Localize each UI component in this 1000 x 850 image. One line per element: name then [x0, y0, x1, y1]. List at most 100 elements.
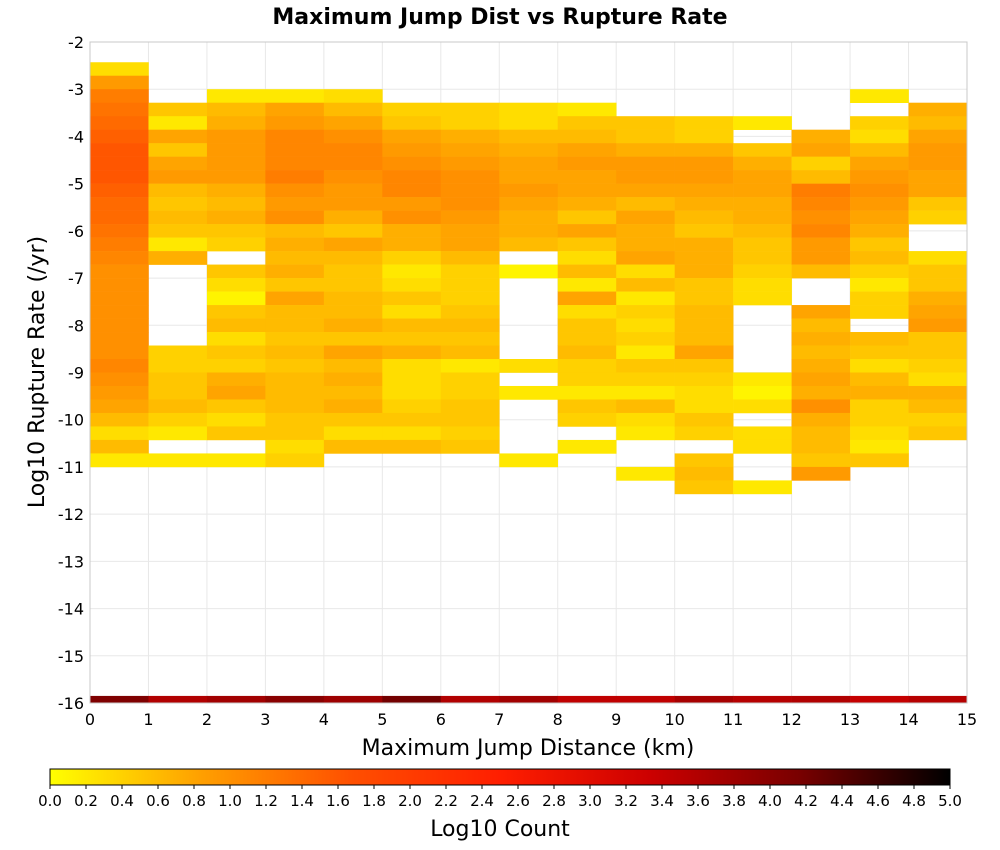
heatmap-cell: [674, 224, 734, 238]
heatmap-cell: [908, 183, 968, 198]
heatmap-cell: [323, 332, 383, 346]
colorbar-tick-label: 1.4: [290, 792, 314, 810]
heatmap-cell: [908, 278, 968, 292]
heatmap-cell: [557, 237, 617, 252]
heatmap-cell: [791, 305, 851, 319]
heatmap-cell: [265, 264, 325, 279]
heatmap-cell: [148, 359, 208, 373]
heatmap-cell: [733, 116, 792, 130]
heatmap-cell-bottom: [90, 695, 149, 703]
heatmap-cell: [908, 359, 968, 373]
heatmap-cell: [90, 345, 149, 360]
heatmap-cell: [440, 210, 500, 225]
heatmap-cell: [382, 102, 442, 117]
y-axis-ticks: -2 -3 -4 -5 -6 -7 -8 -9 -10 -11 -12 -13 -14 -15 -16: [58, 33, 84, 713]
heatmap-cell: [791, 453, 851, 468]
x-tick-label: 14: [898, 710, 918, 729]
heatmap-cell-bottom: [850, 695, 909, 703]
heatmap-cell: [499, 453, 559, 468]
heatmap-cell-bottom: [674, 695, 734, 703]
heatmap-cell: [148, 102, 208, 117]
heatmap-cell: [206, 345, 266, 360]
plot-border: [89, 41, 968, 704]
heatmap-cell: [382, 305, 442, 319]
heatmap-cell: [674, 372, 734, 387]
heatmap-cell: [850, 426, 909, 441]
heatmap-cell: [499, 385, 559, 400]
heatmap-cell: [382, 332, 442, 346]
heatmap-cell: [557, 291, 617, 306]
heatmap-cell: [908, 251, 968, 265]
colorbar-tick-label: 4.4: [830, 792, 854, 810]
heatmap-cell: [674, 237, 734, 252]
heatmap-cell: [616, 466, 675, 481]
heatmap-cell: [90, 439, 149, 454]
heatmap-cell: [382, 372, 442, 387]
heatmap-cell: [265, 426, 325, 441]
heatmap-cell: [674, 197, 734, 211]
heatmap-cell: [265, 156, 325, 171]
heatmap-cell: [616, 412, 675, 427]
heatmap-cell: [323, 291, 383, 306]
colorbar-tick-label: 0.0: [38, 792, 62, 810]
heatmap-cell: [499, 224, 559, 238]
heatmap-cell: [850, 116, 909, 130]
y-tick-label: -2: [68, 33, 84, 52]
colorbar-tick-label: 5.0: [938, 792, 962, 810]
colorbar-tick-label: 4.6: [866, 792, 890, 810]
x-tick-label: 6: [436, 710, 446, 729]
x-tick-label: 11: [723, 710, 743, 729]
heatmap-cell: [90, 359, 149, 373]
heatmap-cell: [440, 170, 500, 184]
colorbar-tick-label: 3.8: [722, 792, 746, 810]
heatmap-cell: [382, 291, 442, 306]
heatmap-cell: [557, 385, 617, 400]
heatmap-cell: [850, 385, 909, 400]
heatmap-cell: [148, 426, 208, 441]
heatmap-cell: [557, 143, 617, 157]
heatmap-cell: [265, 197, 325, 211]
heatmap-cell: [90, 305, 149, 319]
heatmap-cell: [148, 453, 208, 468]
heatmap-cell: [733, 224, 792, 238]
heatmap-cell: [440, 143, 500, 157]
heatmap-cell: [265, 89, 325, 103]
heatmap-cell: [323, 305, 383, 319]
heatmap-cell: [908, 102, 968, 117]
heatmap-cell: [850, 412, 909, 427]
heatmap-cell: [440, 359, 500, 373]
heatmap-cell: [674, 466, 734, 481]
heatmap-cell: [382, 439, 442, 454]
heatmap-cell: [850, 264, 909, 279]
heatmap-cell: [90, 264, 149, 279]
heatmap-cell: [557, 102, 617, 117]
heatmap-cell: [206, 332, 266, 346]
heatmap-cell: [616, 345, 675, 360]
heatmap-cell-bottom: [733, 695, 792, 703]
heatmap-cell: [557, 439, 617, 454]
colorbar-tick-label: 1.8: [362, 792, 386, 810]
heatmap-cell: [148, 224, 208, 238]
heatmap-cell: [499, 156, 559, 171]
heatmap-cell: [265, 183, 325, 198]
heatmap-cell: [382, 359, 442, 373]
heatmap-cell: [674, 359, 734, 373]
heatmap-cell: [733, 237, 792, 252]
heatmap-cell: [850, 291, 909, 306]
heatmap-cell: [323, 372, 383, 387]
heatmap-cell: [674, 412, 734, 427]
heatmap-cell: [616, 143, 675, 157]
heatmap-cell: [90, 210, 149, 225]
heatmap-cell: [90, 237, 149, 252]
heatmap-cell: [616, 224, 675, 238]
heatmap-cell: [850, 359, 909, 373]
heatmap-cell: [323, 278, 383, 292]
heatmap-cell: [323, 426, 383, 441]
heatmap-cell: [323, 156, 383, 171]
heatmap-cell: [90, 318, 149, 333]
heatmap-cell: [265, 332, 325, 346]
heatmap-cell: [440, 156, 500, 171]
heatmap-cell: [908, 264, 968, 279]
heatmap-cell: [908, 426, 968, 441]
heatmap-cell: [616, 129, 675, 144]
